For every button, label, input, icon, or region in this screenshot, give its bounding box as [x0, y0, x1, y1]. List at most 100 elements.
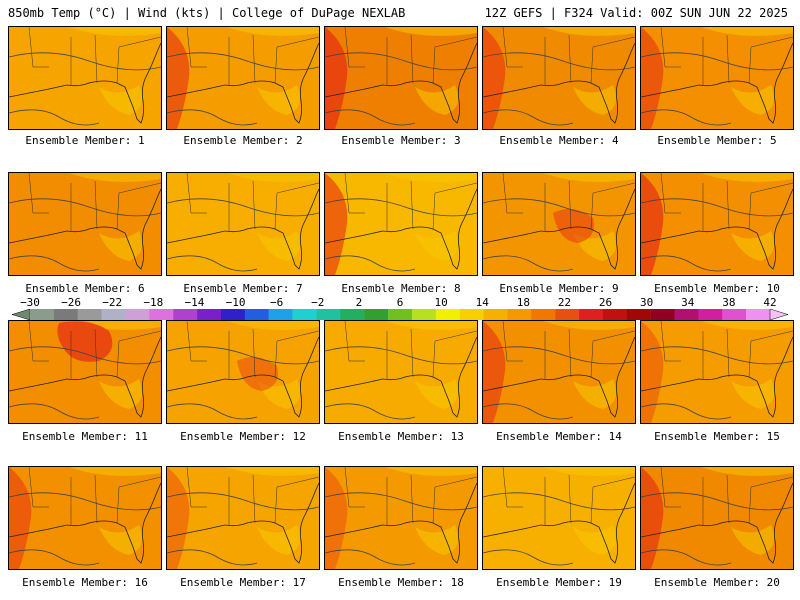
contour-lines: [483, 492, 635, 566]
state-borders: [502, 27, 635, 85]
colorbar-tick-label: −6: [270, 296, 284, 309]
cooler-patch: [227, 321, 319, 409]
ensemble-member-label: Ensemble Member: 9: [499, 282, 619, 295]
run-valid-time: 12Z GEFS | F324 Valid: 00Z SUN JUN 22 20…: [484, 6, 788, 20]
colorbar-segment: [125, 309, 150, 320]
coastline: [483, 482, 635, 564]
ensemble-member-map: [640, 172, 794, 276]
field-fill: [641, 27, 793, 129]
coastline: [167, 42, 319, 124]
state-borders: [502, 321, 635, 379]
state-borders: [28, 27, 161, 85]
state-borders: [660, 321, 793, 379]
coastline: [325, 42, 477, 124]
contour-lines: [641, 492, 793, 566]
contour-lines: [641, 198, 793, 272]
coastline: [9, 188, 161, 270]
ensemble-member-label: Ensemble Member: 14: [496, 430, 622, 443]
cooler-patch: [701, 467, 793, 555]
state-borders: [186, 27, 319, 85]
colorbar-segment: [268, 309, 293, 320]
colorbar-tick-label: −30: [20, 296, 40, 309]
colorbar-segment: [364, 309, 389, 320]
colorbar-segment: [30, 309, 55, 320]
ensemble-member-label: Ensemble Member: 2: [183, 134, 303, 147]
state-borders: [660, 467, 793, 525]
ensemble-member-map: [166, 466, 320, 570]
warm-core: [641, 467, 664, 569]
cooler-patch: [701, 321, 793, 409]
cooler-patch: [385, 467, 477, 555]
contour-lines: [641, 52, 793, 126]
colorbar-segment: [746, 309, 771, 320]
coastline: [167, 482, 319, 564]
cooler-patch: [701, 173, 793, 261]
cooler-patch: [227, 467, 319, 555]
ensemble-member-map: [640, 320, 794, 424]
ensemble-member-label: Ensemble Member: 15: [654, 430, 780, 443]
colorbar-tick-label: 42: [763, 296, 777, 309]
map-title: 850mb Temp (°C) | Wind (kts) | College o…: [8, 6, 406, 20]
temperature-field: [9, 467, 161, 569]
field-fill: [167, 467, 319, 569]
colorbar-segment: [555, 309, 580, 320]
state-borders: [186, 173, 319, 231]
temperature-field: [9, 173, 161, 275]
field-fill: [641, 321, 793, 423]
contour-lines: [9, 52, 161, 126]
coastline: [325, 336, 477, 418]
coastline: [167, 188, 319, 270]
temperature-field: [325, 321, 477, 423]
coastline: [641, 336, 793, 418]
warm-core: [237, 357, 278, 391]
colorbar-segment: [101, 309, 126, 320]
cooler-patch: [69, 321, 161, 409]
colorbar-segment: [722, 309, 747, 320]
temperature-field: [325, 27, 477, 129]
warm-core: [483, 321, 506, 423]
ensemble-member-label: Ensemble Member: 1: [25, 134, 145, 147]
temperature-field: [325, 173, 477, 275]
cooler-patch: [69, 173, 161, 261]
ensemble-member-label: Ensemble Member: 19: [496, 576, 622, 589]
coastline: [9, 42, 161, 124]
state-borders: [186, 321, 319, 379]
warm-core: [641, 27, 664, 129]
colorbar-segment: [388, 309, 413, 320]
cooler-patch: [385, 321, 477, 409]
field-fill: [325, 173, 477, 275]
colorbar-segment: [220, 309, 246, 320]
cooler-patch: [543, 173, 635, 261]
ensemble-member-label: Ensemble Member: 10: [654, 282, 780, 295]
colorbar-segment: [411, 309, 437, 320]
ensemble-member-map: [324, 466, 478, 570]
contour-lines: [483, 198, 635, 272]
contour-lines: [641, 346, 793, 420]
ensemble-member-map: [324, 320, 478, 424]
ensemble-member-label: Ensemble Member: 4: [499, 134, 619, 147]
coastline: [9, 482, 161, 564]
field-fill: [9, 173, 161, 275]
contour-lines: [9, 492, 161, 566]
temperature-field: [167, 173, 319, 275]
ensemble-member-map: [324, 172, 478, 276]
ensemble-member-label: Ensemble Member: 16: [22, 576, 148, 589]
colorbar-low-arrow: [12, 309, 31, 320]
ensemble-member-label: Ensemble Member: 11: [22, 430, 148, 443]
colorbar-segment: [531, 309, 556, 320]
colorbar-segment: [149, 309, 174, 320]
warm-core: [641, 173, 664, 275]
colorbar-segment: [197, 309, 222, 320]
state-borders: [660, 173, 793, 231]
cooler-patch: [543, 321, 635, 409]
temperature-field: [641, 467, 793, 569]
colorbar-segment: [650, 309, 675, 320]
field-fill: [325, 27, 477, 129]
colorbar-tick-label: 14: [475, 296, 489, 309]
state-borders: [660, 27, 793, 85]
field-fill: [9, 467, 161, 569]
contour-lines: [483, 52, 635, 126]
ensemble-member-label: Ensemble Member: 20: [654, 576, 780, 589]
state-borders: [28, 467, 161, 525]
colorbar-segment: [435, 309, 460, 320]
